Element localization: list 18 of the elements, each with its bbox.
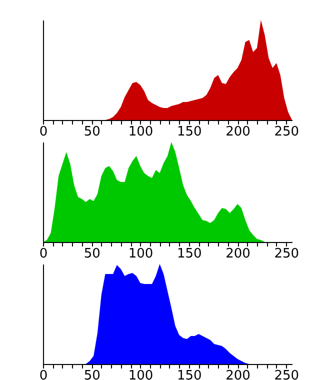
x-tick-label: 250 (274, 246, 300, 262)
x-tick-label: 250 (274, 124, 300, 140)
x-tick-label: 200 (226, 124, 250, 140)
x-tick-label: 50 (84, 124, 100, 140)
x-tick-label: 0 (39, 246, 48, 262)
x-tick-label: 0 (39, 124, 48, 140)
x-tick-label: 200 (226, 368, 250, 380)
x-tick-label: 100 (128, 124, 154, 140)
x-tick-label: 150 (176, 246, 202, 262)
x-tick-label: 0 (39, 368, 48, 380)
x-tick-label: 100 (128, 368, 154, 380)
x-tick-label: 150 (176, 124, 202, 140)
x-tick-label: 50 (84, 246, 100, 262)
x-tick-label: 200 (226, 246, 250, 262)
x-tick-label: 50 (84, 368, 100, 380)
x-tick-label: 250 (274, 368, 300, 380)
x-tick-label: 150 (176, 368, 202, 380)
x-tick-label: 100 (128, 246, 154, 262)
